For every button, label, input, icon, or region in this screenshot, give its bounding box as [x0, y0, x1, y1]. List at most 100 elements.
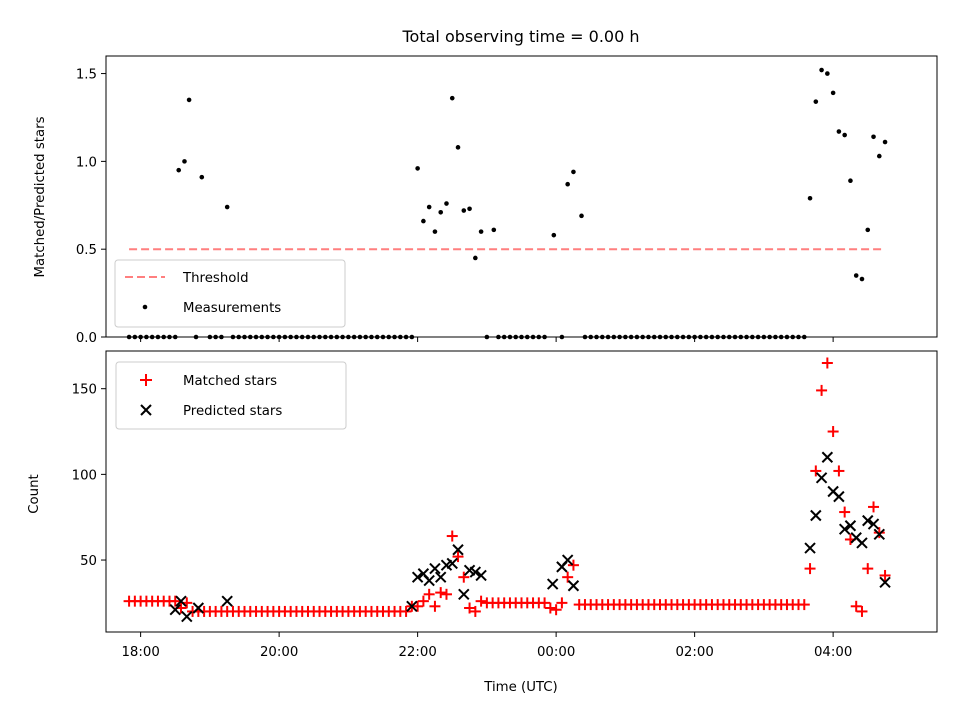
bottom-x-axis: 18:00 20:00 22:00 00:00 02:00 04:00 [121, 632, 852, 660]
measurement-point [455, 145, 461, 150]
matched-point [868, 501, 880, 513]
measurement-point [551, 232, 557, 238]
predicted-point [406, 600, 418, 613]
bottom-legend: Matched stars Predicted stars [115, 361, 347, 430]
measurement-point [865, 227, 871, 233]
y-tick-label: 0.0 [76, 331, 97, 346]
y-tick-label: 100 [72, 468, 97, 483]
measurement-point [571, 169, 576, 175]
matched-point [833, 465, 845, 477]
predicted-point [192, 602, 205, 614]
predicted-point [879, 576, 891, 589]
matched-point [856, 605, 868, 617]
measurements-legend-label: Measurements [183, 301, 281, 316]
x-axis-label: Time (UTC) [483, 680, 558, 695]
y-tick-label: 50 [80, 554, 97, 569]
predicted-point [181, 610, 193, 623]
measurement-point [176, 167, 182, 173]
measurement-point [199, 174, 205, 180]
matched-point [862, 563, 874, 575]
matched-point [446, 530, 458, 542]
matched-point [412, 600, 424, 612]
matched-point [556, 597, 568, 609]
measurement-point [438, 210, 444, 215]
matched-point [169, 595, 181, 607]
measurement-point [421, 218, 426, 224]
matched-point [400, 605, 412, 617]
matched-point [550, 604, 562, 616]
y-tick-label: 1.0 [76, 155, 97, 170]
measurement-point [848, 178, 853, 183]
x-tick-label: 18:00 [121, 645, 159, 660]
measurement-point [830, 90, 836, 96]
measurement-point [449, 95, 455, 101]
x-tick-label: 04:00 [814, 645, 852, 660]
predicted-point [804, 542, 816, 554]
predicted-point [867, 518, 880, 530]
predicted-point [810, 509, 822, 522]
top-y-axis: 0.0 0.5 1.0 1.5 [76, 68, 106, 346]
measurement-point [426, 204, 432, 210]
predicted-point [844, 520, 857, 532]
measurement-point [473, 255, 478, 261]
measurement-point [182, 159, 187, 164]
measurement-point [579, 213, 584, 219]
measurement-point [461, 208, 467, 213]
matched-point [475, 595, 487, 607]
top-x-ticks [140, 337, 834, 342]
matched-legend-marker [140, 374, 152, 386]
predicted-legend-label: Predicted stars [183, 404, 282, 419]
measurement-point [842, 132, 847, 138]
counts-layer [123, 357, 891, 623]
predicted-point [873, 528, 885, 541]
measurement-point [807, 195, 813, 201]
predicted-point [838, 523, 851, 535]
predicted-point [423, 574, 435, 587]
measurement-point [876, 153, 882, 159]
matched-point [810, 465, 822, 477]
measurement-point [825, 71, 830, 76]
x-tick-label: 22:00 [398, 645, 436, 660]
top-legend: Threshold Measurements [114, 259, 346, 328]
matched-point [544, 602, 556, 614]
predicted-point [411, 571, 424, 583]
predicted-point [833, 490, 845, 503]
matched-point [458, 571, 470, 583]
predicted-point [815, 472, 828, 484]
predicted-point [567, 580, 580, 592]
measurement-point [813, 99, 819, 104]
top-legend-box [114, 259, 346, 328]
bottom-y-axis: 50 100 150 [72, 383, 106, 569]
measurement-point [859, 276, 865, 282]
predicted-point [856, 537, 868, 549]
bottom-plot-frame [105, 350, 938, 633]
predicted-point [435, 571, 447, 583]
predicted-point [175, 595, 187, 607]
measurement-point [853, 273, 859, 278]
measurement-point [871, 134, 876, 140]
matched-point [850, 600, 862, 612]
measurement-point [467, 206, 472, 212]
predicted-point [458, 588, 470, 601]
top-y-axis-label: Matched/Predicted stars [33, 116, 48, 277]
predicted-point [169, 604, 181, 616]
matched-point [429, 600, 441, 612]
matched-point [440, 588, 452, 600]
matched-point [469, 605, 481, 617]
predicted-point [429, 562, 441, 575]
matched-point [539, 597, 551, 609]
matched-point [879, 569, 891, 581]
predicted-point [221, 595, 233, 607]
measurements-legend-marker [142, 304, 148, 310]
measurement-point [819, 67, 824, 73]
matched-point [567, 559, 579, 571]
matched-point [821, 357, 833, 369]
matched-point [839, 506, 851, 518]
bottom-y-axis-label: Count [27, 474, 42, 514]
y-tick-label: 150 [72, 383, 97, 398]
chart-title: Total observing time = 0.00 h [401, 27, 639, 46]
measurement-point [836, 129, 842, 134]
y-tick-label: 0.5 [76, 243, 97, 258]
x-tick-label: 02:00 [675, 645, 713, 660]
